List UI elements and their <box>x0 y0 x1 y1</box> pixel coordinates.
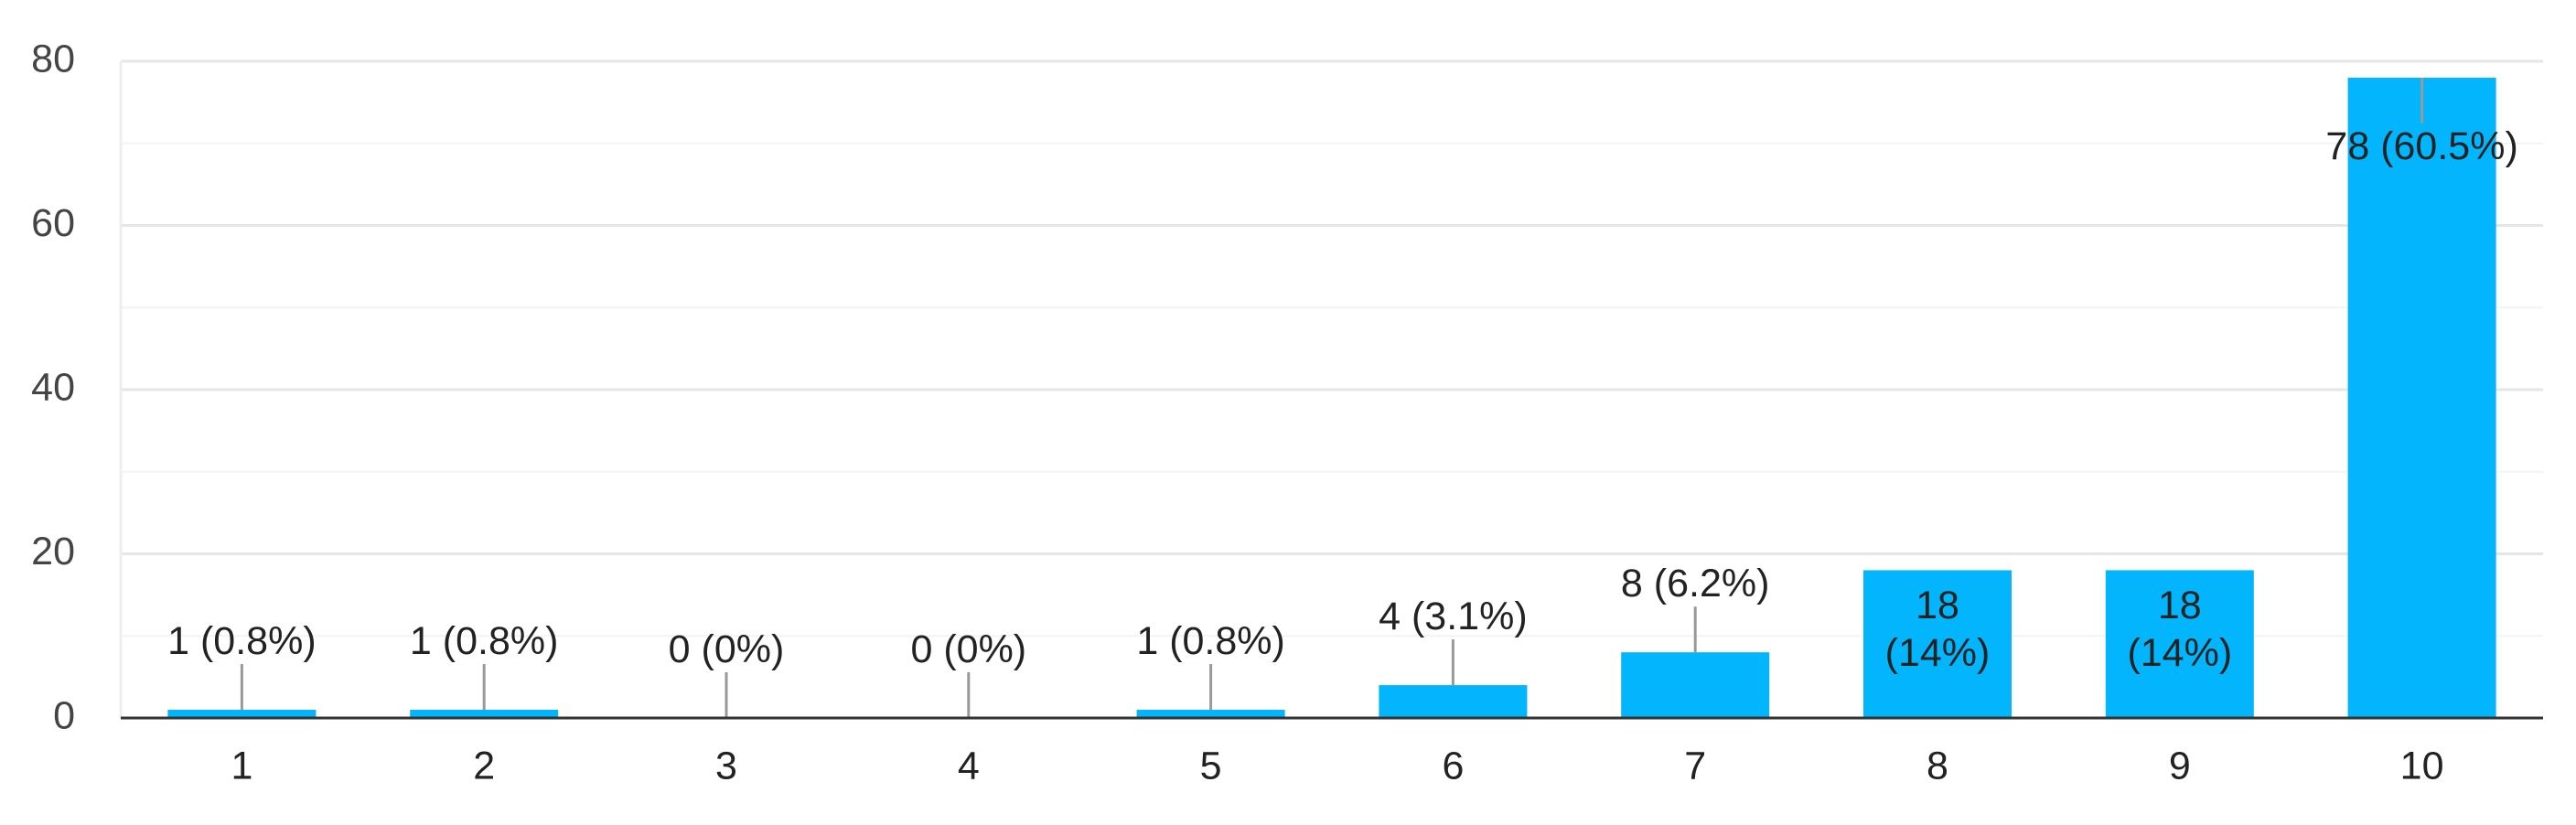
y-tick-label: 20 <box>31 530 75 573</box>
x-tick-label: 6 <box>1442 744 1464 788</box>
bar <box>1621 652 1770 718</box>
value-label: 18 (14%) <box>1884 584 1991 676</box>
value-label: 1 (0.8%) <box>409 619 559 664</box>
x-tick-label: 7 <box>1684 744 1706 788</box>
bar <box>2347 77 2496 718</box>
y-tick-label: 80 <box>31 37 75 80</box>
value-label-box: 0 (0%) <box>668 627 785 671</box>
bar <box>167 710 317 718</box>
value-label: 1 (0.8%) <box>167 619 317 664</box>
bar <box>1863 570 2012 718</box>
value-label: 18 (14%) <box>2127 584 2233 676</box>
value-label-box: 0 (0%) <box>910 627 1027 671</box>
x-tick-label: 1 <box>231 744 252 788</box>
y-tick-label: 60 <box>31 201 75 245</box>
bar <box>1379 685 1528 718</box>
value-label: 8 (6.2%) <box>1620 562 1770 606</box>
x-tick-label: 8 <box>1927 744 1948 788</box>
value-label-box: 1 (0.8%) <box>1136 619 1285 664</box>
value-label-box: 1 (0.8%) <box>167 619 317 664</box>
value-label: 0 (0%) <box>910 627 1027 671</box>
bar <box>410 710 559 718</box>
x-tick-label: 9 <box>2169 744 2191 788</box>
value-label: 0 (0%) <box>668 627 785 671</box>
x-tick-label: 3 <box>715 744 737 788</box>
x-tick-label: 10 <box>2400 744 2444 788</box>
value-label-box: 18 (14%) <box>1884 584 1991 676</box>
bar <box>2105 570 2254 718</box>
y-tick-label: 40 <box>31 365 75 409</box>
value-label-box: 1 (0.8%) <box>409 619 559 664</box>
value-label-box: 18 (14%) <box>2127 584 2233 676</box>
bar <box>1136 710 1285 718</box>
x-tick-label: 5 <box>1200 744 1222 788</box>
value-label-box: 8 (6.2%) <box>1620 562 1770 606</box>
value-label: 78 (60.5%) <box>2325 123 2518 168</box>
value-label-box: 4 (3.1%) <box>1379 595 1528 639</box>
value-label-box: 78 (60.5%) <box>2325 123 2518 168</box>
x-tick-label: 2 <box>473 744 495 788</box>
y-tick-label: 0 <box>53 693 75 737</box>
x-tick-label: 4 <box>958 744 980 788</box>
value-label: 1 (0.8%) <box>1136 619 1285 664</box>
value-label: 4 (3.1%) <box>1379 595 1528 639</box>
